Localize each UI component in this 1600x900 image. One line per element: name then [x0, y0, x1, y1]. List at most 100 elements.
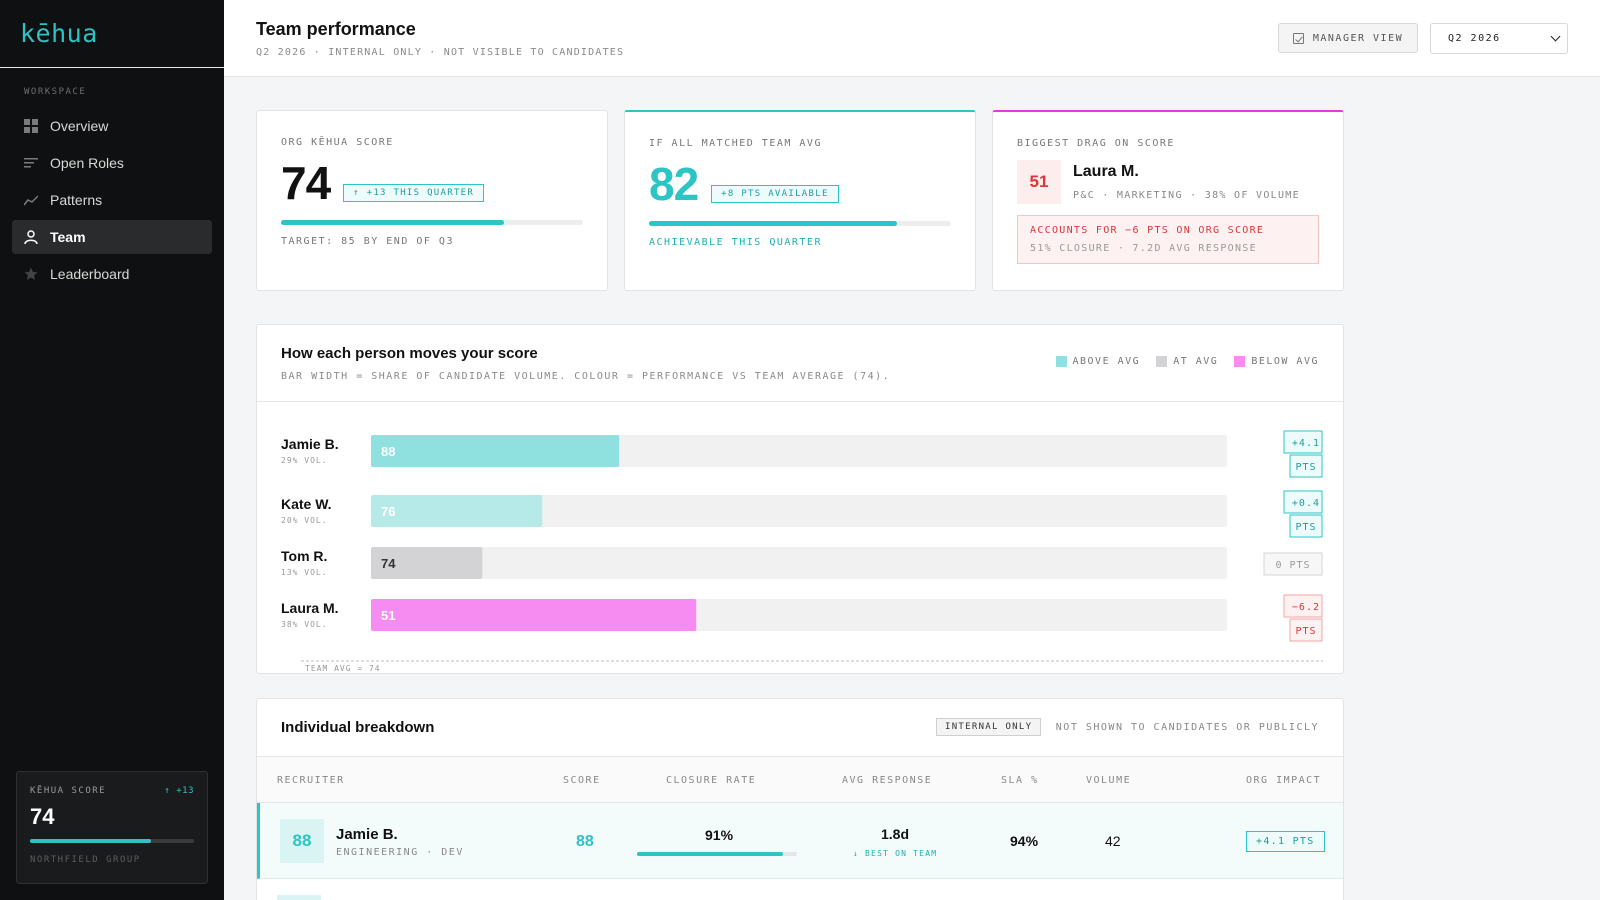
score-impact-chart-card: How each person moves your score BAR WID… — [256, 324, 1344, 674]
quarter-select-value: Q2 2026 — [1448, 33, 1501, 44]
row-avg-response: 1.8d — [881, 826, 910, 842]
chart-impact-value: −6.2 — [1292, 602, 1320, 613]
row-score: 88 — [576, 833, 594, 850]
chart-impact-badge — [1283, 594, 1323, 618]
kpi-progress — [649, 221, 951, 226]
chart-impact-unit: PTS — [1295, 462, 1316, 473]
score-box-value: 74 — [30, 804, 55, 829]
col-closure-rate[interactable]: CLOSURE RATE — [666, 775, 757, 786]
chart-volume-label: 20% VOL. — [281, 516, 328, 525]
kpi-org-score-card: ORG KĒHUA SCORE 74 ↑ +13 THIS QUARTER TA… — [256, 110, 608, 291]
drag-name[interactable]: Laura M. — [1073, 163, 1139, 180]
chart-impact-badge — [1283, 490, 1323, 514]
legend-swatch-below — [1234, 356, 1246, 367]
drag-alert-line1: ACCOUNTS FOR −6 PTS ON ORG SCORE — [1030, 225, 1265, 236]
row-org-impact-badge: +4.1 PTS — [1246, 831, 1325, 852]
star-icon — [24, 267, 38, 281]
col-score[interactable]: SCORE — [563, 775, 601, 786]
sidebar-item-label: Leaderboard — [50, 266, 130, 282]
chart-legend: ABOVE AVG AT AVG BELOW AVG — [1040, 356, 1320, 367]
chart-impact-unit: PTS — [1295, 626, 1316, 637]
page-subtitle: Q2 2026 · INTERNAL ONLY · NOT VISIBLE TO… — [256, 47, 625, 58]
row-closure-bar-fill — [637, 852, 783, 856]
col-sla[interactable]: SLA % — [1001, 775, 1039, 786]
col-recruiter[interactable]: RECRUITER — [277, 775, 345, 786]
drag-alert: ACCOUNTS FOR −6 PTS ON ORG SCORE 51% CLO… — [1017, 215, 1319, 264]
kpi-tag: +8 PTS AVAILABLE — [711, 185, 839, 203]
drag-meta: P&C · MARKETING · 38% OF VOLUME — [1073, 190, 1300, 201]
list-icon — [24, 156, 38, 170]
quarter-select[interactable]: Q2 2026 — [1430, 23, 1568, 54]
chart-bar — [371, 599, 697, 631]
workspace-label: WORKSPACE — [24, 87, 87, 97]
chart-person-name: Jamie B. — [281, 436, 339, 452]
chart-title: How each person moves your score — [281, 345, 538, 362]
sidebar-item-team[interactable]: Team — [12, 220, 212, 254]
chart-bar-score-label: 88 — [381, 444, 395, 459]
chart-impact-unit: PTS — [1295, 522, 1316, 533]
col-volume[interactable]: VOLUME — [1086, 775, 1132, 786]
grid-icon — [24, 119, 38, 133]
score-box-label: KĒHUA SCORE — [30, 786, 107, 796]
table-note: NOT SHOWN TO CANDIDATES OR PUBLICLY — [1055, 722, 1319, 733]
chart-bar — [371, 435, 620, 467]
legend-label-below: BELOW AVG — [1251, 356, 1319, 367]
manager-view-label: MANAGER VIEW — [1312, 32, 1404, 44]
score-box-org: NORTHFIELD GROUP — [30, 855, 141, 865]
legend-swatch-above — [1055, 356, 1067, 367]
brand-logo[interactable]: kēhua — [0, 0, 224, 68]
chart-impact-badge — [1289, 618, 1323, 642]
table-row[interactable]: 88 Jamie B. ENGINEERING · DEV 88 91% 1.8… — [257, 803, 1343, 879]
row-name: Jamie B. — [336, 826, 398, 843]
sidebar-item-label: Overview — [50, 118, 109, 134]
kpi-team-avg-card: IF ALL MATCHED TEAM AVG 82 +8 PTS AVAILA… — [624, 110, 976, 291]
row-response-note: ↓ BEST ON TEAM — [853, 849, 938, 858]
brand-name: kēhua — [20, 19, 98, 48]
chart-bar — [371, 495, 543, 527]
row-team: ENGINEERING · DEV — [336, 847, 464, 858]
table-row[interactable] — [257, 879, 1343, 900]
score-box-delta: ↑ +13 — [164, 786, 194, 796]
chart-impact-badge — [1283, 430, 1323, 454]
chart-person-name: Laura M. — [281, 600, 339, 616]
kpi-tag: ↑ +13 THIS QUARTER — [343, 184, 485, 202]
chart-bar-score-label: 74 — [381, 556, 396, 571]
score-box-progress — [30, 839, 194, 843]
sidebar-item-open-roles[interactable]: Open Roles — [12, 146, 212, 180]
legend-label-at: AT AVG — [1173, 356, 1219, 367]
chart-bar-score-label: 51 — [381, 608, 395, 623]
chart-person-name: Tom R. — [281, 548, 327, 564]
user-icon — [24, 230, 38, 245]
chart-bar — [371, 547, 483, 579]
kpi-label: BIGGEST DRAG ON SCORE — [1017, 138, 1175, 149]
sidebar-item-patterns[interactable]: Patterns — [12, 183, 212, 217]
table-header: RECRUITER SCORE CLOSURE RATE AVG RESPONS… — [257, 757, 1343, 803]
score-box-progress-fill — [30, 839, 152, 843]
kpi-biggest-drag-card: BIGGEST DRAG ON SCORE 51 Laura M. P&C · … — [992, 110, 1344, 291]
manager-view-button[interactable]: MANAGER VIEW — [1278, 23, 1418, 53]
chart-impact-badge — [1289, 454, 1323, 478]
kpi-value: 82 — [649, 158, 699, 210]
checkbox-icon — [1292, 32, 1304, 44]
drag-alert-line2: 51% CLOSURE · 7.2D AVG RESPONSE — [1030, 243, 1257, 254]
chart-impact-value: +4.1 — [1292, 438, 1320, 449]
sidebar-item-label: Open Roles — [50, 155, 124, 171]
chart-bar-track — [371, 495, 1227, 527]
sidebar-item-overview[interactable]: Overview — [12, 109, 212, 143]
page-header: Team performance Q2 2026 · INTERNAL ONLY… — [224, 0, 1600, 77]
row-closure-rate: 91% — [705, 827, 734, 843]
score-impact-chart: Jamie B. 29% VOL. 88 +4.1 PTS Kate W. 20% VOL.… — [281, 430, 1323, 673]
chart-volume-label: 13% VOL. — [281, 568, 328, 577]
col-avg-response[interactable]: AVG RESPONSE — [842, 775, 933, 786]
col-org-impact[interactable]: ORG IMPACT — [1246, 775, 1322, 786]
row-volume: 42 — [1105, 833, 1121, 849]
row-sla: 94% — [1010, 833, 1039, 849]
chart-volume-label: 29% VOL. — [281, 456, 328, 465]
sidebar-item-label: Patterns — [50, 192, 103, 208]
chevron-down-icon — [1550, 31, 1561, 42]
chart-impact-value: +0.4 — [1292, 498, 1320, 509]
sidebar-nav: Overview Open Roles Patterns Team Leader… — [0, 109, 224, 291]
trend-icon — [23, 193, 39, 207]
page-title: Team performance — [256, 19, 416, 39]
sidebar-item-leaderboard[interactable]: Leaderboard — [12, 257, 212, 291]
